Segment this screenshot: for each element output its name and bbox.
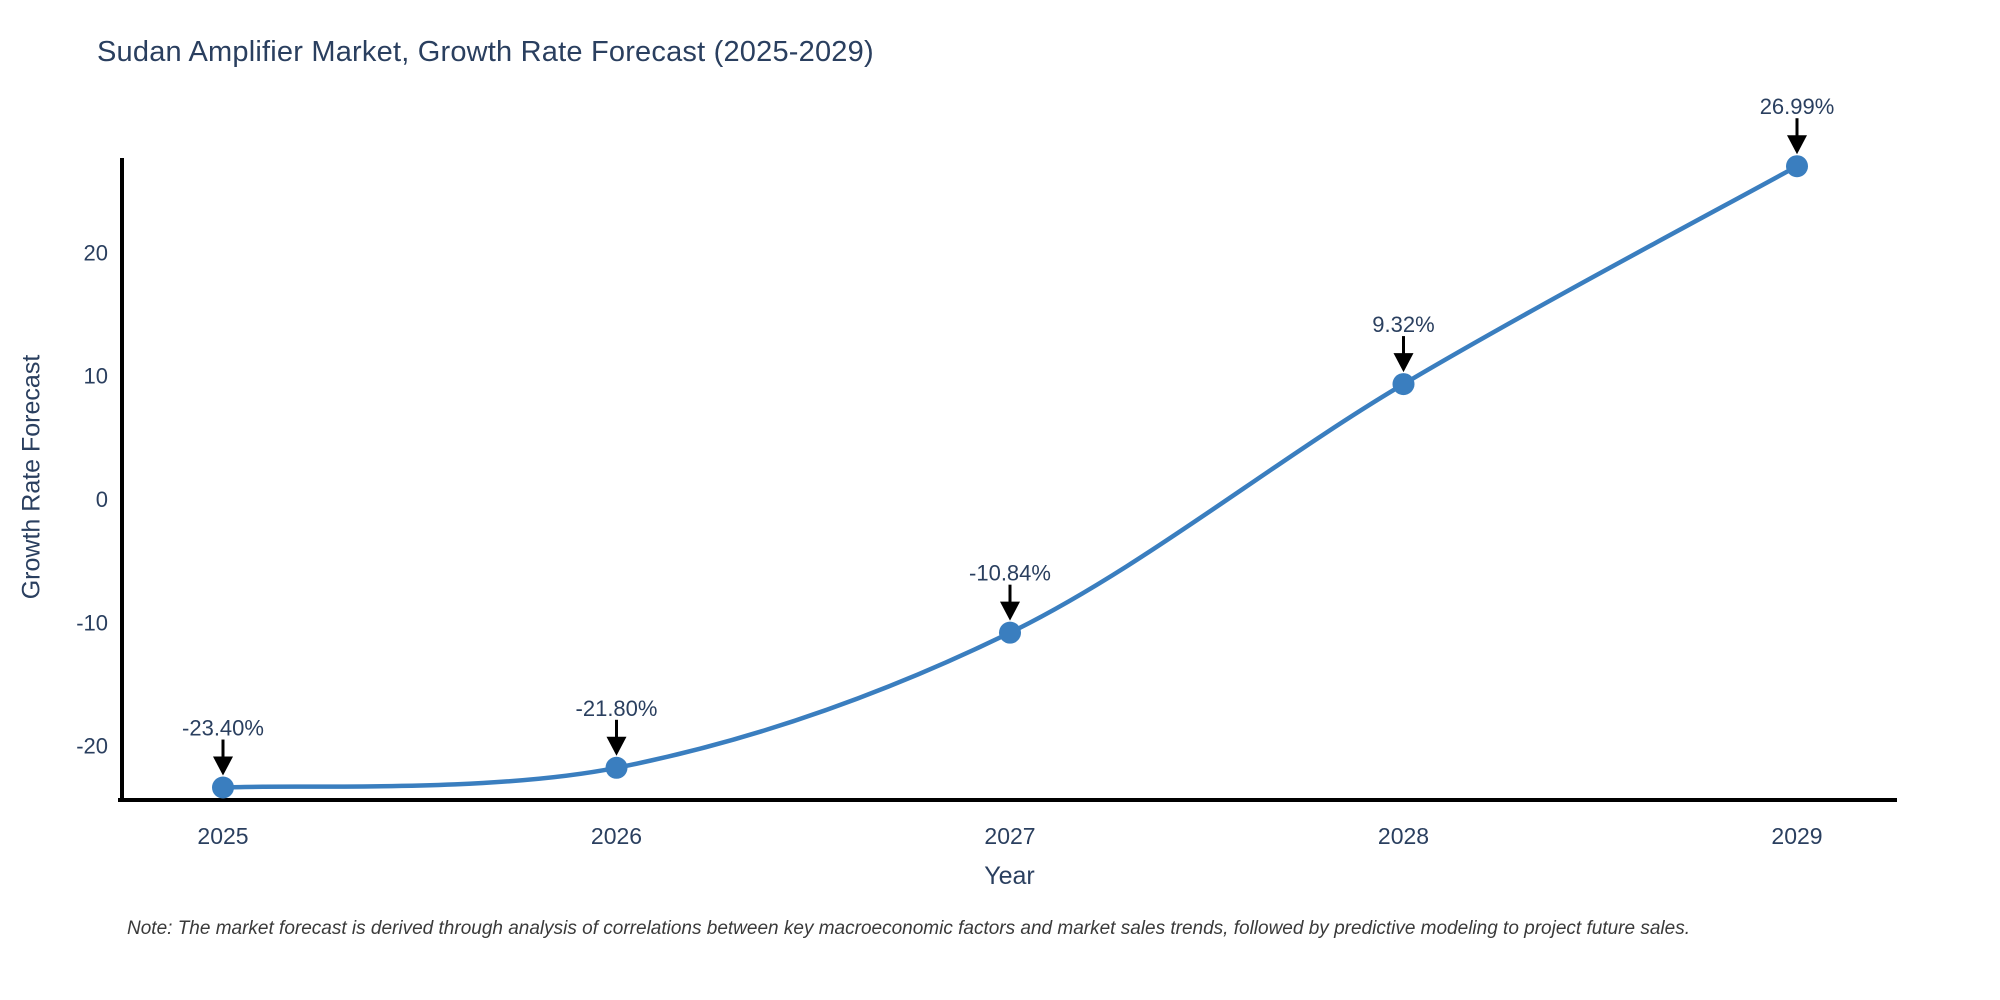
x-tick-label: 2026 [591,823,642,849]
data-point-label: 26.99% [1760,94,1835,119]
data-point-marker [999,621,1021,644]
y-axis-title: Growth Rate Forecast [17,354,46,600]
x-axis-title: Year [984,862,1035,890]
y-tick-label: -10 [76,610,108,635]
data-point-marker [212,776,234,799]
y-tick-label: 10 [84,364,108,389]
y-tick-label: 20 [84,240,108,265]
data-point-label: -10.84% [969,561,1051,586]
data-point-label: -21.80% [576,696,658,721]
y-tick-label: -20 [76,734,108,759]
data-point-marker [605,756,628,779]
data-point-marker [1392,373,1415,396]
y-tick-label: 0 [96,487,108,512]
x-tick-label: 2025 [197,823,248,849]
annotation-arrow-head [213,756,233,776]
data-point-marker [1786,155,1808,178]
x-tick-label: 2027 [984,823,1035,849]
chart-title: Sudan Amplifier Market, Growth Rate Fore… [97,36,874,68]
forecast-line [220,163,1800,790]
annotation-arrow-head [1787,135,1807,155]
x-tick-label: 2029 [1771,823,1822,849]
footnote: Note: The market forecast is derived thr… [127,918,1690,939]
data-point-label: -23.40% [182,716,264,741]
x-tick-label: 2028 [1378,823,1429,849]
data-point-label: 9.32% [1372,312,1434,337]
annotation-arrow-head [606,736,627,756]
annotation-arrow-head [1000,601,1020,621]
annotation-arrow-head [1393,353,1414,373]
